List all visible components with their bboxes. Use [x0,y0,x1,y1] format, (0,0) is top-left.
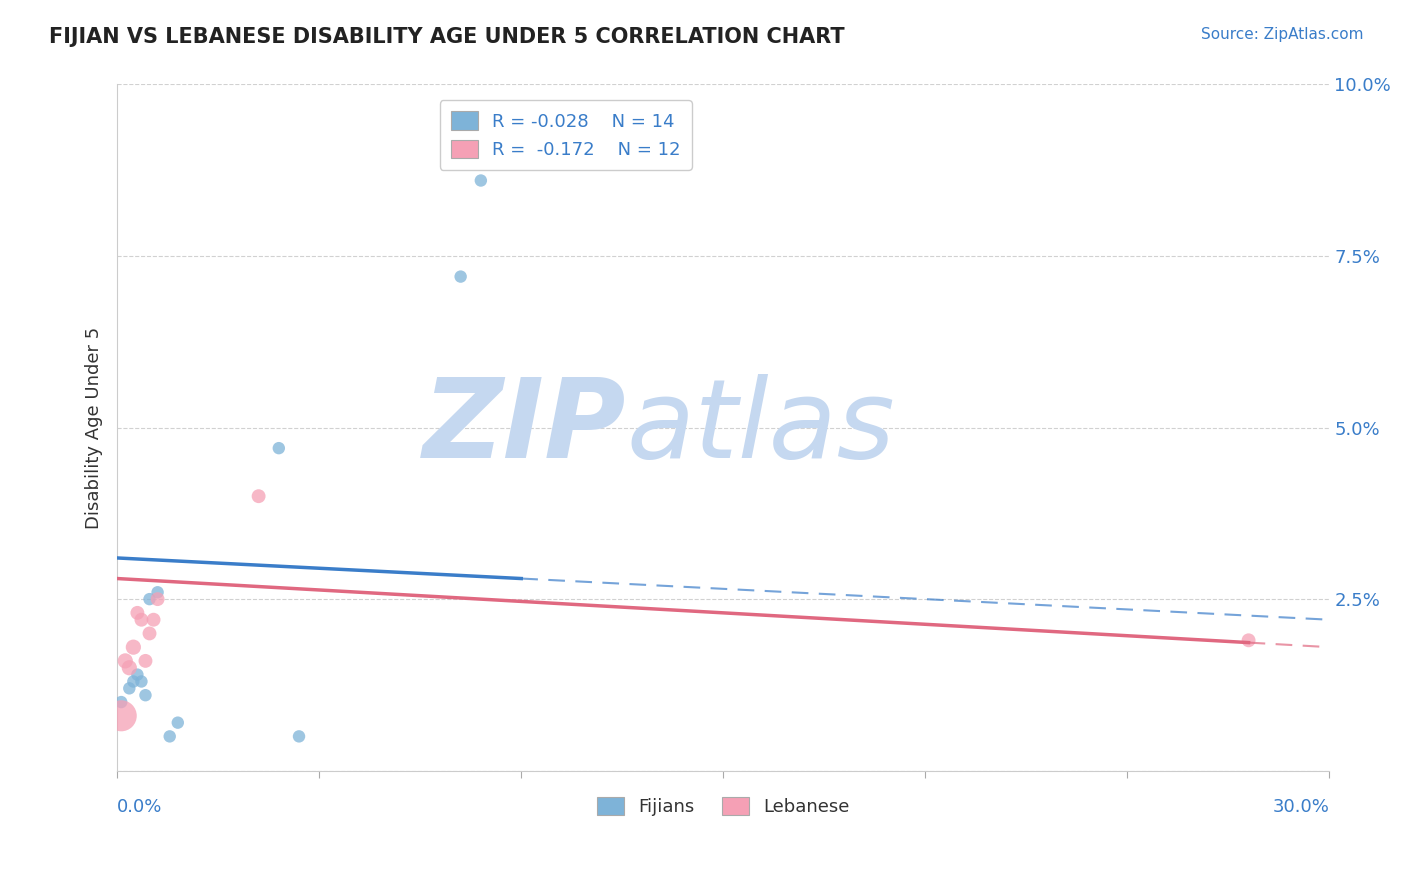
Point [110,695,132,709]
Point [146,592,169,607]
Point [267,441,290,455]
Legend: Fijians, Lebanese: Fijians, Lebanese [589,789,856,823]
Text: ZIP: ZIP [423,374,626,481]
Point [118,681,141,696]
Point [450,269,472,284]
Point [159,730,181,744]
Point [110,708,132,723]
Point [288,730,311,744]
Y-axis label: Disability Age Under 5: Disability Age Under 5 [86,326,103,529]
Point [131,613,153,627]
Point [138,626,160,640]
Text: Source: ZipAtlas.com: Source: ZipAtlas.com [1201,27,1364,42]
Point [470,173,492,187]
Point [138,592,160,607]
Point [134,688,156,702]
Point [118,661,141,675]
Text: 30.0%: 30.0% [1272,797,1330,816]
Point [247,489,270,503]
Point [142,613,165,627]
Point [122,640,145,655]
Point [127,667,149,681]
Point [114,654,136,668]
Point [134,654,156,668]
Text: 0.0%: 0.0% [117,797,163,816]
Point [131,674,153,689]
Point [122,674,145,689]
Text: atlas: atlas [626,374,896,481]
Point [1237,633,1260,648]
Point [166,715,188,730]
Point [146,585,169,599]
Text: FIJIAN VS LEBANESE DISABILITY AGE UNDER 5 CORRELATION CHART: FIJIAN VS LEBANESE DISABILITY AGE UNDER … [49,27,845,46]
Point [127,606,149,620]
